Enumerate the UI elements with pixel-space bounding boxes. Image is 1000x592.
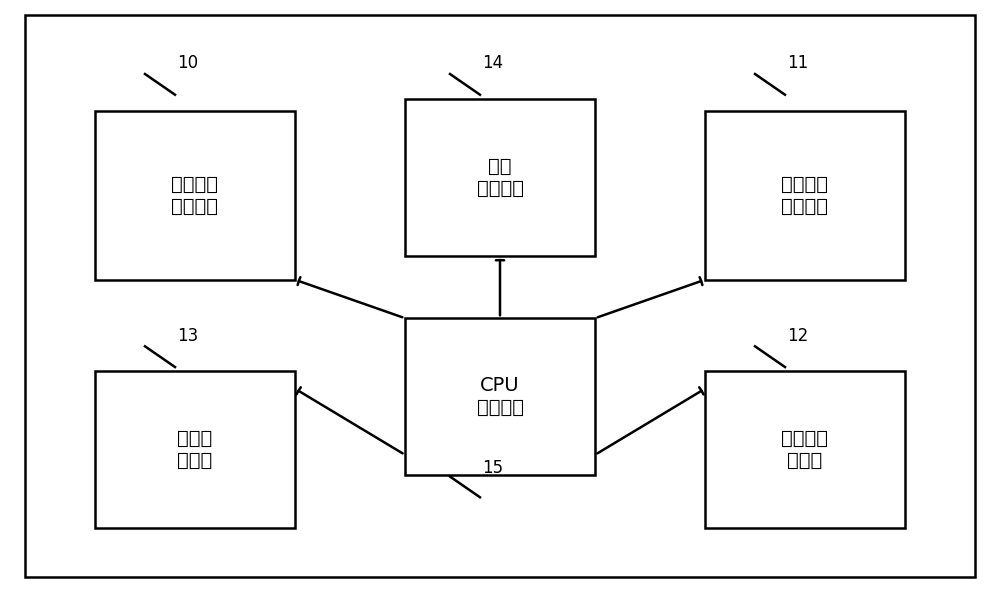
Text: 左侧通讯
馈电模块: 左侧通讯 馈电模块 bbox=[172, 175, 218, 216]
Text: CPU
主处理器: CPU 主处理器 bbox=[477, 376, 524, 417]
Text: 12: 12 bbox=[787, 327, 808, 345]
Text: 10: 10 bbox=[177, 54, 198, 72]
Bar bbox=[405, 318, 595, 475]
Text: 右侧通讯
馈电模块: 右侧通讯 馈电模块 bbox=[782, 175, 828, 216]
Text: 14: 14 bbox=[482, 54, 503, 72]
Text: 数据采
集模块: 数据采 集模块 bbox=[177, 429, 213, 471]
Text: 15: 15 bbox=[482, 459, 503, 477]
Bar bbox=[705, 111, 905, 279]
Bar bbox=[95, 111, 295, 279]
Bar bbox=[95, 372, 295, 528]
Bar bbox=[705, 372, 905, 528]
Text: 信号发生
器模块: 信号发生 器模块 bbox=[782, 429, 828, 471]
Text: 11: 11 bbox=[787, 54, 808, 72]
Text: 电源
管理模块: 电源 管理模块 bbox=[477, 157, 524, 198]
Text: 13: 13 bbox=[177, 327, 198, 345]
Bar bbox=[405, 99, 595, 256]
